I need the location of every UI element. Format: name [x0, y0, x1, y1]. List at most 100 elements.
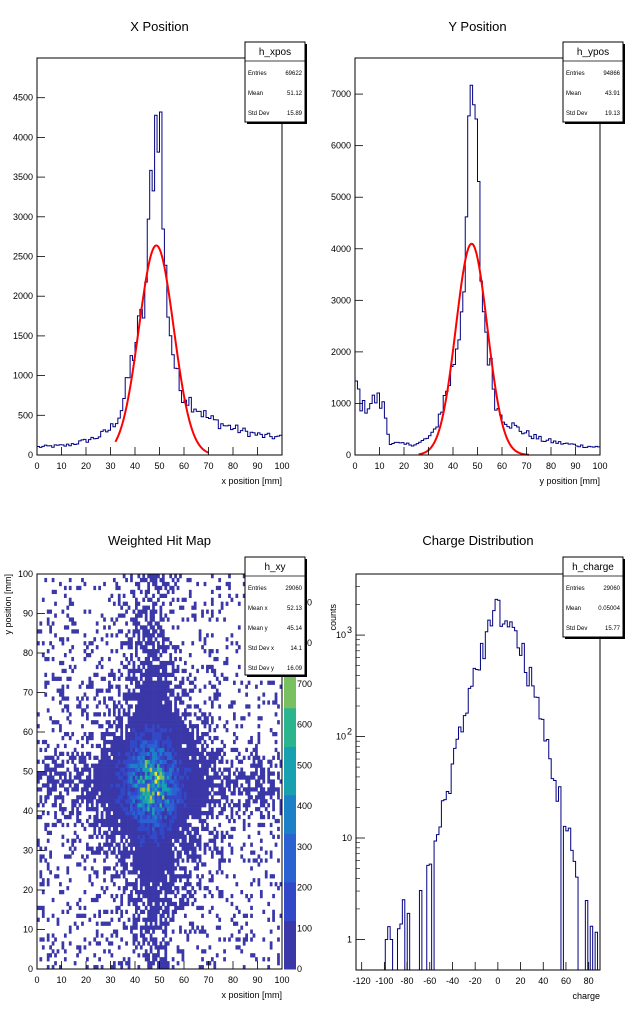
heatmap-cell	[174, 830, 177, 835]
heatmap-cell	[125, 886, 128, 891]
heatmap-cell	[193, 712, 197, 717]
heatmap-cell	[206, 783, 209, 788]
heatmap-cell	[154, 874, 158, 879]
heatmap-cell	[147, 838, 150, 843]
heatmap-cell	[186, 811, 190, 816]
heatmap-cell	[103, 581, 106, 587]
heatmap-cell	[54, 720, 57, 725]
heatmap-cell	[39, 814, 43, 820]
heatmap-cell	[120, 743, 124, 749]
heatmap-cell	[269, 929, 273, 934]
heatmap-cell	[122, 613, 126, 618]
heatmap-cell	[149, 811, 153, 816]
heatmap-cell	[110, 830, 114, 835]
heatmap-cell	[41, 882, 45, 887]
heatmap-cell	[279, 763, 283, 768]
heatmap-cell	[120, 629, 124, 634]
heatmap-cell	[257, 795, 261, 800]
heatmap-cell	[135, 771, 138, 776]
heatmap-cell	[127, 830, 131, 835]
heatmap-cell	[122, 799, 126, 804]
heatmap-cell	[112, 732, 116, 737]
heatmap-cell	[152, 735, 155, 741]
heatmap-cell	[139, 704, 143, 709]
heatmap-cell	[73, 830, 77, 835]
heatmap-cell	[93, 814, 97, 820]
heatmap-cell	[51, 696, 55, 701]
heatmap-cell	[277, 795, 280, 800]
heatmap-cell	[81, 787, 84, 792]
heatmap-cell	[240, 716, 244, 721]
heatmap-cell	[139, 862, 143, 867]
heatmap-cell	[193, 613, 197, 618]
heatmap-cell	[103, 949, 106, 954]
heatmap-cell	[169, 574, 173, 579]
heatmap-cell	[220, 601, 224, 606]
heatmap-cell	[203, 886, 207, 891]
heatmap-cell	[137, 917, 141, 922]
heatmap-cell	[44, 763, 48, 768]
heatmap-cell	[112, 807, 116, 812]
heatmap-cell	[122, 850, 126, 855]
heatmap-cell	[49, 716, 52, 721]
heatmap-cell	[120, 913, 124, 918]
heatmap-cell	[259, 795, 263, 800]
heatmap-cell	[137, 842, 141, 847]
heatmap-cell	[103, 743, 106, 749]
heatmap-cell	[184, 807, 187, 812]
heatmap-cell	[149, 728, 153, 733]
heatmap-cell	[157, 585, 160, 591]
heatmap-cell	[56, 818, 60, 824]
heatmap-cell	[46, 917, 50, 922]
heatmap-cell	[59, 581, 62, 587]
heatmap-cell	[44, 680, 48, 685]
heatmap-cell	[193, 704, 197, 709]
heatmap-cell	[144, 803, 148, 808]
heatmap-cell	[157, 893, 160, 899]
heatmap-cell	[181, 720, 185, 725]
heatmap-cell	[196, 779, 199, 784]
heatmap-cell	[86, 842, 89, 847]
heatmap-cell	[154, 909, 158, 914]
heatmap-cell	[208, 945, 212, 950]
color-scale-band	[284, 785, 296, 796]
heatmap-cell	[142, 933, 146, 938]
heatmap-cell	[132, 870, 136, 875]
heatmap-cell	[191, 755, 195, 760]
heatmap-cell	[125, 803, 128, 808]
heatmap-cell	[157, 735, 160, 741]
heatmap-cell	[196, 882, 199, 887]
heatmap-cell	[90, 763, 94, 768]
heatmap-cell	[252, 953, 256, 958]
heatmap-cell	[117, 739, 121, 745]
heatmap-cell	[76, 775, 79, 780]
heatmap-cell	[81, 755, 84, 760]
heatmap-cell	[127, 751, 131, 756]
heatmap-cell	[188, 763, 192, 768]
heatmap-cell	[142, 747, 146, 753]
heatmap-cell	[206, 933, 209, 938]
heatmap-cell	[144, 775, 148, 780]
heatmap-cell	[164, 917, 168, 922]
heatmap-cell	[103, 890, 106, 895]
heatmap-cell	[181, 759, 185, 764]
heatmap-cell	[120, 822, 124, 828]
heatmap-cell	[125, 755, 128, 760]
heatmap-cell	[144, 814, 148, 820]
heatmap-cell	[159, 961, 163, 966]
heatmap-cell	[66, 716, 70, 721]
heatmap-cell	[122, 771, 126, 776]
heatmap-cell	[132, 712, 136, 717]
heatmap-cell	[179, 732, 182, 737]
heatmap-cells	[37, 574, 283, 970]
heatmap-cell	[147, 759, 150, 764]
heatmap-cell	[147, 775, 150, 780]
heatmap-cell	[215, 846, 219, 851]
heatmap-cell	[103, 779, 106, 784]
heatmap-cell	[169, 609, 173, 614]
heatmap-cell	[193, 897, 197, 903]
heatmap-cell	[154, 878, 158, 883]
heatmap-cell	[110, 724, 114, 729]
heatmap-cell	[247, 814, 251, 820]
heatmap-cell	[157, 696, 160, 701]
